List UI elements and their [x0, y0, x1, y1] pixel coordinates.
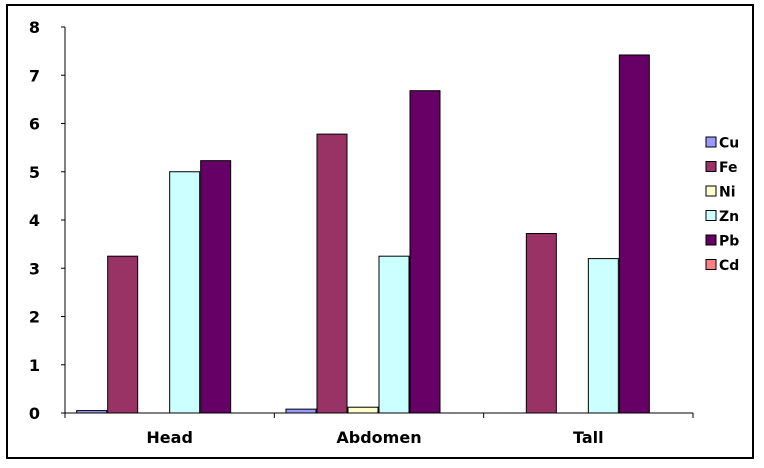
y-tick-label: 8 [29, 18, 40, 37]
bar-pb-abdomen [409, 90, 441, 414]
legend-swatch-zn [705, 210, 717, 221]
legend-swatch-cd [705, 259, 717, 270]
bar-pb-head [200, 160, 232, 414]
legend-label-pb: Pb [719, 234, 739, 250]
legend-label-ni: Ni [719, 185, 736, 201]
y-tick-label: 4 [29, 211, 40, 230]
bar-zn-tall [587, 258, 619, 414]
legend-label-fe: Fe [719, 160, 738, 176]
legend-label-cu: Cu [719, 136, 739, 152]
y-tick-label: 5 [29, 163, 40, 182]
bar-zn-abdomen [378, 255, 410, 414]
bar-cu-abdomen [285, 408, 317, 414]
legend-swatch-ni [705, 185, 717, 197]
bar-fe-tall [525, 233, 557, 414]
y-tick-label: 0 [29, 404, 40, 423]
legend-label-zn: Zn [719, 209, 739, 225]
legend-swatch-cu [705, 136, 717, 148]
bar-pb-tall [618, 54, 650, 414]
x-category-label: Head [146, 428, 193, 447]
bar-fe-abdomen [316, 133, 348, 414]
y-tick-label: 2 [29, 308, 40, 327]
bar-fe-head [107, 255, 139, 414]
legend-label-cd: Cd [719, 258, 739, 274]
y-tick-label: 3 [29, 259, 40, 278]
y-tick-label: 7 [29, 66, 40, 85]
bar-zn-head [169, 171, 201, 414]
legend-swatch-fe [705, 161, 717, 172]
x-category-label: Tall [573, 428, 604, 447]
y-tick-label: 1 [29, 356, 40, 375]
y-tick-label: 6 [29, 115, 40, 134]
legend-swatch-pb [705, 234, 717, 246]
bar-ni-abdomen [347, 406, 379, 414]
x-category-label: Abdomen [336, 428, 421, 447]
